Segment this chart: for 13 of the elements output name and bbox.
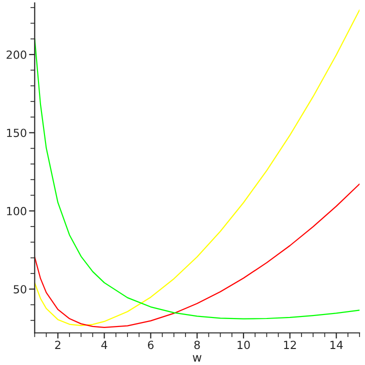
x-tick-label: 4 [101,340,108,349]
y-tick-label: 100 [7,206,26,216]
x-tick-label: 10 [238,340,250,350]
x-axis-title: w [192,355,202,362]
x-tick-label: 8 [194,340,200,350]
x-tick-label: 6 [148,340,154,350]
y-tick-label: 200 [6,50,26,59]
line-series [34,183,360,328]
y-tick-label: 50 [14,285,26,294]
x-tick-label: 2 [55,340,60,349]
y-tick-label: 150 [7,128,26,138]
x-tick-label: 14 [330,340,343,349]
x-tick-label: 12 [284,340,296,349]
